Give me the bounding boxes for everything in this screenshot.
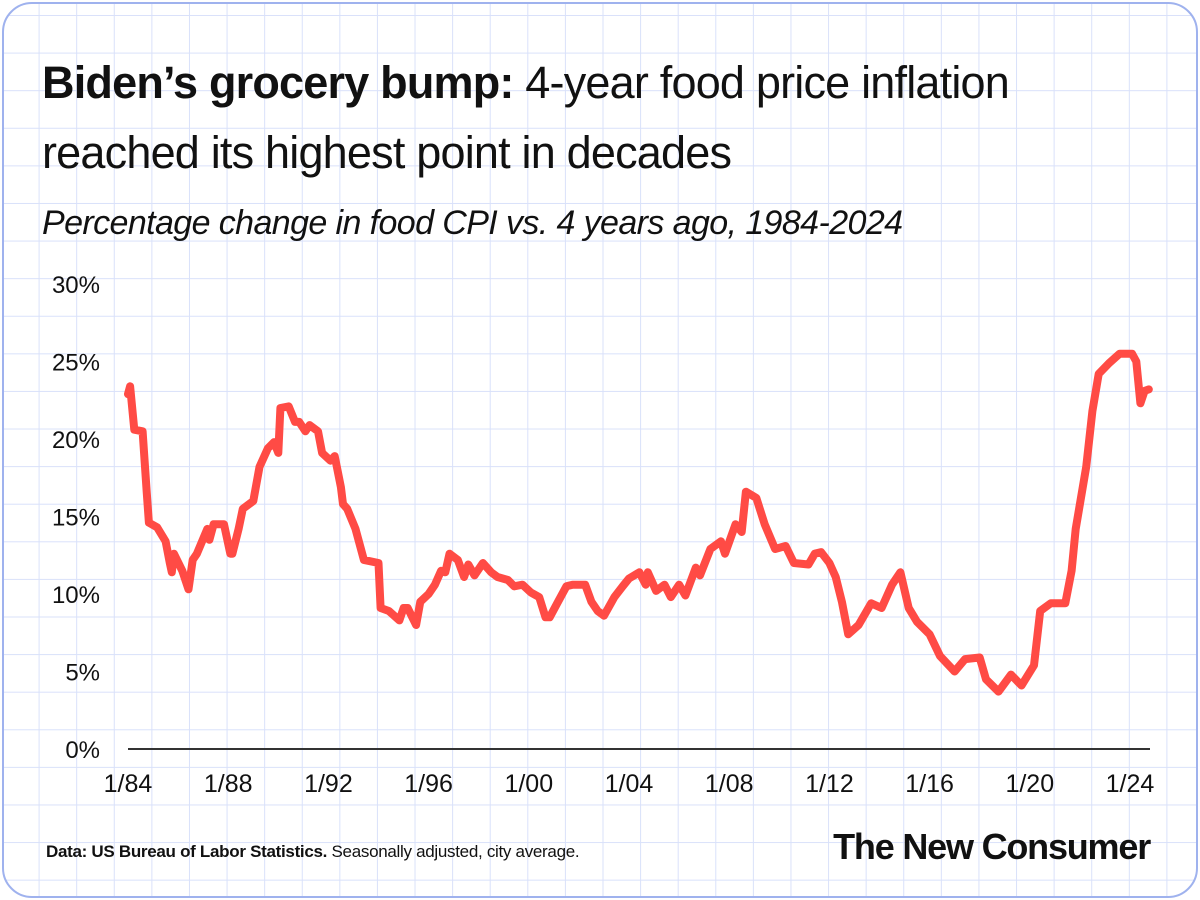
y-tick-label: 15%	[52, 505, 100, 532]
y-tick-label: 30%	[52, 272, 100, 299]
x-tick-label: 1/20	[1005, 770, 1054, 798]
x-tick-label: 1/96	[404, 770, 453, 798]
y-tick-label: 0%	[65, 737, 100, 764]
y-tick-label: 5%	[65, 660, 100, 687]
x-tick-label: 1/08	[705, 770, 754, 798]
chart-title: Biden’s grocery bump: 4-year food price …	[42, 48, 1162, 188]
series-line	[124, 349, 1153, 696]
y-tick-label: 25%	[52, 350, 100, 377]
title-rest: 4-year food price inflation reached its …	[42, 57, 1010, 178]
x-tick-label: 1/24	[1106, 770, 1155, 798]
x-tick-label: 1/16	[905, 770, 954, 798]
x-tick-label: 1/04	[605, 770, 654, 798]
chart-subtitle: Percentage change in food CPI vs. 4 year…	[42, 204, 903, 242]
x-tick-label: 1/84	[104, 770, 153, 798]
y-tick-label: 20%	[52, 427, 100, 454]
x-tick-label: 1/88	[204, 770, 253, 798]
source-note: Data: US Bureau of Labor Statistics. Sea…	[46, 842, 580, 862]
y-tick-label: 10%	[52, 582, 100, 609]
x-tick-label: 1/92	[304, 770, 353, 798]
source-bold: Data: US Bureau of Labor Statistics.	[46, 842, 328, 861]
x-tick-label: 1/00	[504, 770, 553, 798]
brand-logo: The New Consumer	[833, 826, 1151, 867]
line-chart: 0% 5% 10% 15% 20% 25% 30% 1/84 1/88 1/92 1/96 1/00 1…	[52, 272, 1155, 798]
title-bold: Biden’s grocery bump:	[42, 57, 514, 108]
x-tick-label: 1/12	[805, 770, 854, 798]
source-rest: Seasonally adjusted, city average.	[327, 842, 580, 861]
